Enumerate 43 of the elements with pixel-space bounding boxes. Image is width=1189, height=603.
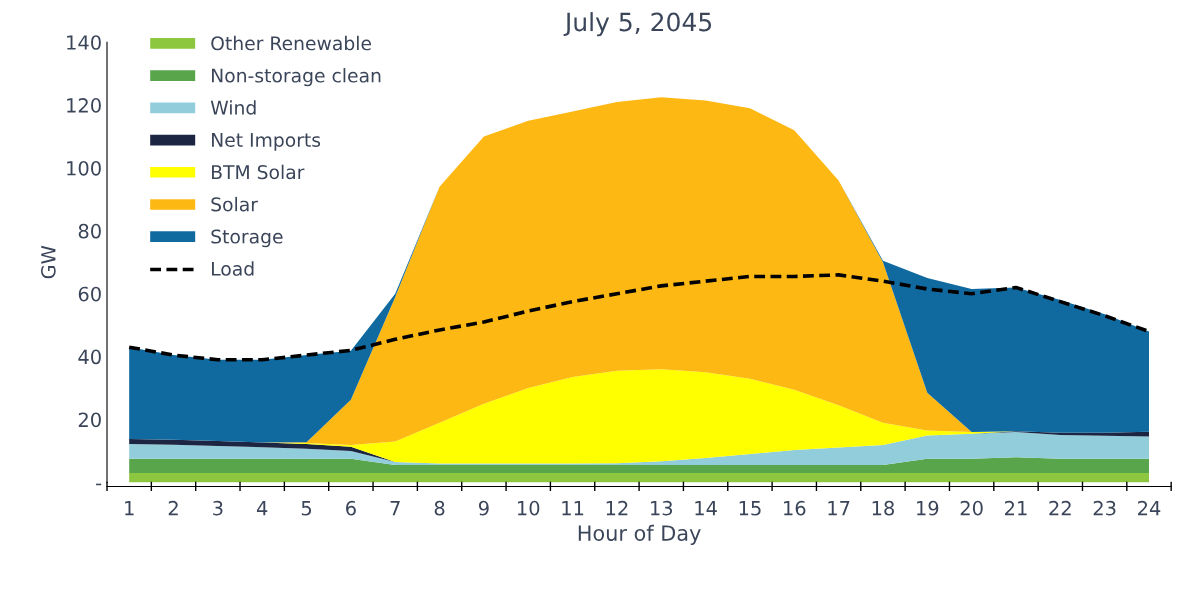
- x-tick-label: 3: [213, 500, 223, 516]
- y-tick-label: 40: [78, 349, 101, 365]
- x-tick-label: 5: [301, 501, 312, 516]
- legend-label: Non-storage clean: [212, 68, 381, 87]
- x-tick-label: 16: [784, 500, 806, 516]
- x-tick-label: 20: [960, 500, 983, 516]
- y-tick-label: 60: [78, 286, 101, 302]
- legend-label: Load: [212, 261, 254, 276]
- legend-label: Storage: [211, 229, 283, 248]
- x-tick-label: 12: [606, 500, 628, 516]
- y-tick-label: -: [96, 483, 102, 486]
- x-tick-label: 9: [478, 500, 489, 516]
- x-tick-label: 6: [346, 500, 356, 516]
- legend-label: Wind: [210, 100, 256, 115]
- x-tick-label: 4: [256, 501, 268, 516]
- x-tick-label: 8: [434, 500, 445, 516]
- x-tick-label: 21: [1005, 500, 1027, 516]
- x-tick-label: 11: [562, 501, 584, 516]
- x-axis-title: Hour of Day: [578, 524, 701, 545]
- x-tick-label: 13: [651, 500, 673, 516]
- legend-label: Other Renewable: [211, 35, 371, 51]
- y-axis-title: GW: [41, 245, 56, 279]
- y-tick-label: 140: [67, 35, 101, 50]
- x-tick-label: 24: [1138, 500, 1161, 516]
- x-tick-label: 17: [828, 501, 850, 516]
- legend-label: Solar: [211, 196, 258, 212]
- x-tick-label: 2: [168, 500, 178, 516]
- x-tick-label: 7: [390, 501, 400, 516]
- chart-title: July 5, 2045: [563, 12, 712, 37]
- y-tick-label: 120: [67, 98, 101, 113]
- x-tick-label: 19: [917, 500, 939, 516]
- x-tick-label: 1: [125, 501, 134, 516]
- x-tick-label: 14: [695, 501, 717, 516]
- y-tick-label: 100: [67, 160, 101, 176]
- x-tick-label: 18: [872, 500, 894, 516]
- y-tick-label: 80: [78, 223, 101, 239]
- legend-label: BTM Solar: [212, 164, 305, 180]
- y-tick-label: 20: [78, 412, 101, 428]
- x-tick-label: 22: [1049, 500, 1071, 516]
- x-tick-label: 15: [739, 501, 761, 516]
- legend-label: Net Imports: [212, 133, 321, 151]
- x-tick-label: 10: [518, 500, 540, 516]
- x-tick-label: 23: [1093, 500, 1116, 516]
